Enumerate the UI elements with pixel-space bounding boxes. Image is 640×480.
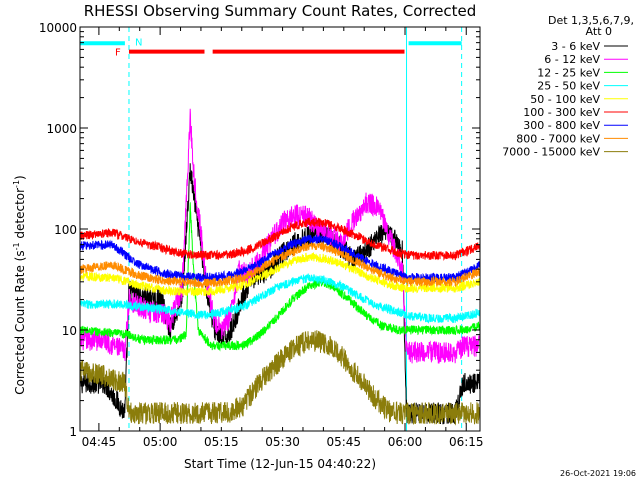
y-tick-label-1: 1 — [69, 425, 77, 439]
x-tick-label-05-15: 05:15 — [204, 435, 239, 449]
series-line-50-100-kev — [79, 252, 481, 297]
y-tick-label-10: 10 — [62, 324, 77, 338]
axes-group: 1 10 100 1000 10000 04:45 05:00 05:15 05:30 05:45… — [39, 21, 484, 449]
y-axis-label-text: Corrected Count Rate (s-1 detector-1) — [12, 175, 27, 394]
legend-label-100-300-kev: 100 - 300 keV — [523, 106, 600, 119]
legend-label-3-6-kev: 3 - 6 keV — [551, 40, 600, 53]
y-axis-label-exponent-2: -1 — [12, 180, 21, 188]
series-line-7000-15000-kev — [79, 330, 481, 426]
y-tick-label-1000: 1000 — [46, 122, 77, 136]
legend-header-2: Att 0 — [586, 25, 612, 38]
x-tick-label-06-00: 06:00 — [388, 435, 423, 449]
x-axis-label: Start Time (12-Jun-15 04:40:22) — [184, 457, 376, 471]
chart-title: RHESSI Observing Summary Count Rates, Co… — [84, 2, 477, 20]
y-axis-label: Corrected Count Rate (s-1 detector-1) — [12, 175, 27, 394]
legend-label-50-100-kev: 50 - 100 keV — [530, 93, 600, 106]
legend-label-6-12-kev: 6 - 12 keV — [544, 53, 600, 66]
y-tick-label-100: 100 — [54, 223, 77, 237]
flag-label-f: F — [115, 48, 121, 59]
legend-label-7000-15000-kev: 7000 - 15000 keV — [502, 146, 600, 159]
series-line-25-50-kev — [79, 273, 481, 324]
y-tick-label-10000: 10000 — [39, 21, 77, 35]
night-marker-label: N — [135, 37, 142, 48]
flag-bars-group: FN — [80, 37, 462, 59]
legend-label-25-50-kev: 25 - 50 keV — [537, 80, 600, 93]
legend-label-300-800-kev: 300 - 800 keV — [523, 119, 600, 132]
y-axis-label-middle: detector — [13, 188, 27, 243]
series-line-12-25-kev — [79, 202, 481, 352]
x-tick-label-04-45: 04:45 — [82, 435, 117, 449]
y-axis-label-exponent-1: -1 — [12, 242, 21, 250]
y-axis-label-end: ) — [13, 175, 27, 180]
series-line-100-300-kev — [79, 217, 481, 261]
generation-timestamp: 26-Oct-2021 19:06 — [560, 469, 636, 478]
y-axis-label-main: Corrected Count Rate (s — [13, 250, 27, 394]
x-tick-label-06-15: 06:15 — [449, 435, 484, 449]
series-line-800-7000-kev — [79, 241, 481, 290]
data-series-group — [79, 108, 481, 426]
legend-label-12-25-kev: 12 - 25 keV — [537, 66, 600, 79]
x-tick-label-05-00: 05:00 — [143, 435, 178, 449]
x-tick-label-05-30: 05:30 — [265, 435, 300, 449]
series-line-300-800-kev — [79, 234, 481, 284]
legend-label-800-7000-kev: 800 - 7000 keV — [516, 132, 600, 145]
x-tick-label-05-45: 05:45 — [326, 435, 361, 449]
legend-header-1: Det 1,3,5,6,7,9, — [548, 14, 634, 27]
